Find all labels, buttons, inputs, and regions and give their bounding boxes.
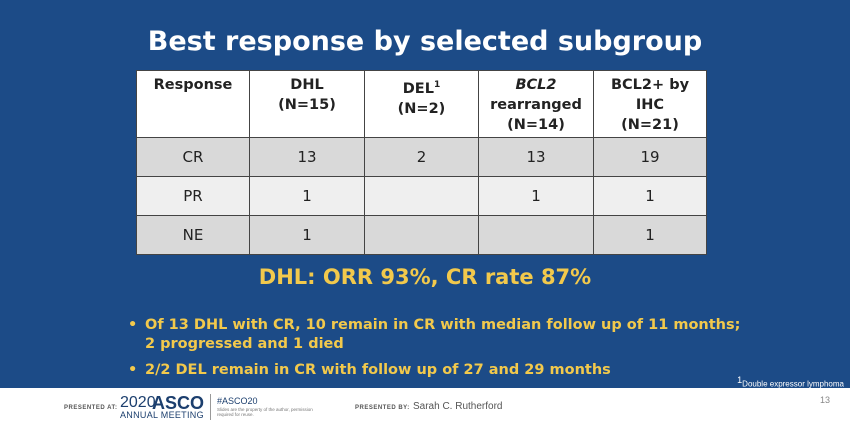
- footnote: 1Double expressor lymphoma: [737, 375, 844, 388]
- table-header-row: Response DHL (N=15) DEL1 (N=2) BCL2 rear…: [136, 70, 707, 138]
- table-cell: [364, 215, 479, 255]
- permission-note: Slides are the property of the author, p…: [217, 407, 313, 417]
- header-bcl2-ihc-method: IHC: [635, 97, 665, 113]
- header-bcl2-ihc-n: (N=21): [621, 117, 679, 133]
- table-cell: NE: [136, 215, 250, 255]
- header-bcl2-rearranged-label: rearranged: [490, 97, 582, 113]
- header-response: Response: [136, 70, 250, 138]
- footnote-text: Double expressor lymphoma: [742, 379, 844, 388]
- slide: Best response by selected subgroup Respo…: [0, 0, 850, 388]
- asco-logo: ASCO: [152, 393, 205, 413]
- list-item: • 2/2 DEL remain in CR with follow up of…: [128, 361, 768, 380]
- table-row-ne: NE 1 1: [136, 215, 707, 255]
- table-cell: 1: [593, 215, 707, 255]
- table-row-cr: CR 13 2 13 19: [136, 137, 707, 177]
- bullet-text-line: 2 progressed and 1 died: [145, 336, 344, 352]
- table-cell: 2: [364, 137, 479, 177]
- bullet-list: • Of 13 DHL with CR, 10 remain in CR wit…: [128, 316, 768, 387]
- header-del-n: (N=2): [397, 100, 446, 117]
- annual-meeting-label: ANNUAL MEETING: [120, 410, 204, 420]
- table-cell: CR: [136, 137, 250, 177]
- table-cell: 1: [249, 176, 365, 216]
- table-cell: 13: [249, 137, 365, 177]
- page-number: 13: [820, 395, 831, 405]
- header-response-label: Response: [153, 77, 233, 93]
- header-bcl2-rearranged: BCL2 rearranged (N=14): [478, 70, 594, 138]
- table-cell: 1: [593, 176, 707, 216]
- list-item: • Of 13 DHL with CR, 10 remain in CR wit…: [128, 316, 768, 354]
- table-cell: 13: [478, 137, 594, 177]
- table-cell: 19: [593, 137, 707, 177]
- slide-title: Best response by selected subgroup: [147, 26, 703, 57]
- header-dhl-label: DHL: [290, 77, 324, 93]
- header-bcl2-rearranged-n: (N=14): [507, 117, 565, 133]
- footnote-marker: 1: [737, 375, 743, 385]
- table-cell: [364, 176, 479, 216]
- header-dhl: DHL (N=15): [249, 70, 365, 138]
- bullet-dot-icon: •: [128, 362, 138, 378]
- orr-highlight: DHL: ORR 93%, CR rate 87%: [258, 265, 592, 289]
- bullet-text-line: 2/2 DEL remain in CR with follow up of 2…: [145, 362, 611, 378]
- brand-year: 2020: [120, 394, 156, 411]
- bullet-text-line: Of 13 DHL with CR, 10 remain in CR with …: [145, 317, 741, 333]
- header-del-label: DEL: [402, 80, 434, 97]
- bullet-dot-icon: •: [128, 317, 138, 333]
- header-bcl2-ihc: BCL2+ by IHC (N=21): [593, 70, 707, 138]
- table-row-pr: PR 1 1 1: [136, 176, 707, 216]
- table-cell: PR: [136, 176, 250, 216]
- presenter-name: Sarah C. Rutherford: [413, 401, 503, 412]
- header-del-footnote-marker: 1: [433, 80, 441, 90]
- hashtag: #ASCO20: [217, 396, 258, 406]
- table-cell: 1: [249, 215, 365, 255]
- header-bcl2-ihc-label: BCL2+ by: [610, 77, 690, 93]
- presented-by-label: PRESENTED BY:: [355, 405, 410, 411]
- footer: PRESENTED AT: 2020 ASCO ANNUAL MEETING #…: [0, 388, 850, 424]
- header-dhl-n: (N=15): [278, 97, 336, 113]
- footer-divider: [210, 394, 211, 420]
- header-del: DEL1 (N=2): [364, 70, 479, 138]
- header-bcl2-gene: BCL2: [515, 77, 557, 93]
- table-cell: [478, 215, 594, 255]
- presented-at-label: PRESENTED AT:: [64, 405, 118, 411]
- table-cell: 1: [478, 176, 594, 216]
- response-table: Response DHL (N=15) DEL1 (N=2) BCL2 rear…: [136, 70, 707, 255]
